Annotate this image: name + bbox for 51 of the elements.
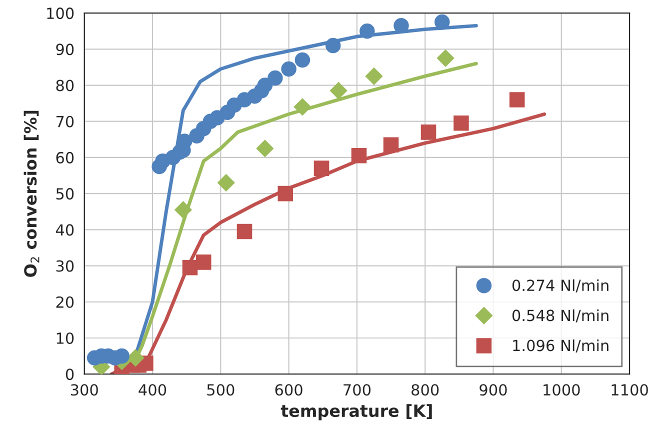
point xyxy=(383,137,399,152)
point xyxy=(434,14,450,30)
point xyxy=(257,78,273,93)
x-tick-label: 600 xyxy=(275,384,302,396)
point xyxy=(294,98,311,116)
y-tick-label: 80 xyxy=(56,80,74,92)
y-tick-label: 10 xyxy=(56,332,74,344)
y-tick-label: 70 xyxy=(56,116,74,128)
x-tick-label: 400 xyxy=(138,384,166,396)
point xyxy=(256,140,274,157)
x-tick-label: 300 xyxy=(70,384,98,396)
x-tick-label: 700 xyxy=(344,384,371,396)
point xyxy=(278,186,294,202)
point xyxy=(420,124,436,140)
x-tick-label: 800 xyxy=(412,384,439,396)
y-tick-label: 100 xyxy=(47,8,74,20)
point xyxy=(174,201,192,218)
legend-label: 0.548 Nl/min xyxy=(512,309,608,322)
point xyxy=(236,224,252,240)
point xyxy=(351,148,367,164)
y-tick-label: 90 xyxy=(56,44,74,56)
point xyxy=(454,116,469,131)
legend-label: 1.096 Nl/min xyxy=(513,339,608,352)
x-tick-label: 900 xyxy=(480,384,507,396)
point xyxy=(281,61,296,77)
x-tick-label: 1100 xyxy=(612,384,648,396)
point xyxy=(196,254,212,270)
point xyxy=(294,52,310,68)
y-tick-label: 40 xyxy=(56,224,74,236)
point xyxy=(126,349,144,366)
legend-label: 0.274 Nl/min xyxy=(512,279,608,292)
y-axis-title: O$_{2}$ conversion [%] xyxy=(24,110,40,277)
y-tick-label: 0 xyxy=(66,368,74,380)
y-tick-label: 60 xyxy=(56,152,74,164)
x-tick-label: 500 xyxy=(207,384,234,396)
x-tick-label: 1000 xyxy=(544,384,580,396)
point xyxy=(268,70,283,86)
point xyxy=(182,260,198,276)
point xyxy=(436,50,454,67)
y-tick-label: 30 xyxy=(56,260,74,272)
point xyxy=(365,68,383,85)
point xyxy=(218,174,235,192)
point xyxy=(394,18,409,34)
point xyxy=(325,38,341,54)
y-tick-label: 50 xyxy=(56,188,74,200)
point xyxy=(330,82,348,100)
x-axis-title: temperature [K] xyxy=(280,404,432,420)
point xyxy=(314,160,330,176)
point xyxy=(509,92,525,108)
point xyxy=(360,23,375,39)
y-tick-label: 20 xyxy=(56,296,74,308)
